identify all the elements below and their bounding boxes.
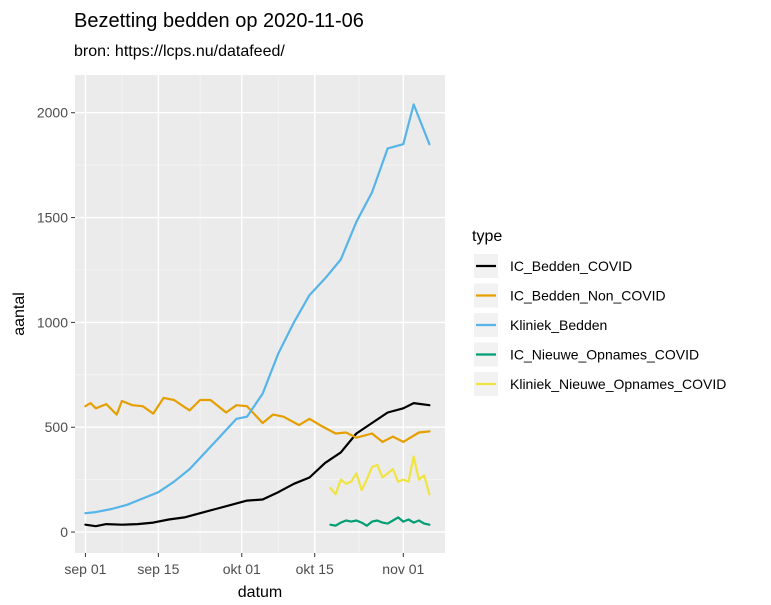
plot-panel bbox=[75, 75, 445, 553]
grid-minor bbox=[75, 75, 445, 553]
y-tick-label: 500 bbox=[45, 419, 69, 435]
legend-label: IC_Bedden_Non_COVID bbox=[510, 288, 666, 304]
y-tick-label: 2000 bbox=[37, 105, 68, 121]
series-line bbox=[84, 103, 431, 515]
x-tick-label: okt 15 bbox=[296, 561, 334, 577]
legend-label: IC_Bedden_COVID bbox=[510, 258, 632, 274]
legend-label: Kliniek_Bedden bbox=[510, 317, 607, 333]
y-tick-label: 1500 bbox=[37, 210, 68, 226]
y-tick-label: 1000 bbox=[37, 314, 68, 330]
legend-label: IC_Nieuwe_Opnames_COVID bbox=[510, 347, 699, 363]
x-tick-label: sep 15 bbox=[137, 561, 179, 577]
y-axis-title: aantal bbox=[11, 292, 28, 336]
series-line bbox=[84, 396, 431, 443]
y-tick-label: 0 bbox=[60, 524, 68, 540]
series-line bbox=[84, 402, 431, 528]
chart-subtitle: bron: https://lcps.nu/datafeed/ bbox=[74, 43, 285, 60]
x-tick-label: sep 01 bbox=[64, 561, 106, 577]
series-lines bbox=[84, 103, 431, 528]
legend-items: IC_Bedden_COVID IC_Bedden_Non_COVID Klinie… bbox=[474, 254, 726, 396]
x-tick-label: nov 01 bbox=[382, 561, 424, 577]
grid-major bbox=[75, 75, 445, 553]
legend-label: Kliniek_Nieuwe_Opnames_COVID bbox=[510, 376, 726, 392]
x-tick-label: okt 01 bbox=[223, 561, 261, 577]
chart-title: Bezetting bedden op 2020-11-06 bbox=[74, 10, 364, 32]
x-axis-title: datum bbox=[238, 584, 282, 601]
series-line bbox=[329, 455, 431, 496]
series-line bbox=[329, 516, 431, 527]
x-axis: sep 01 sep 15 okt 01 okt 15 nov 01 bbox=[64, 553, 425, 577]
y-axis: 0 500 1000 1500 2000 bbox=[37, 105, 75, 540]
legend-title: type bbox=[472, 228, 502, 245]
legend: type IC_Bedden_COVID IC_Bedden_Non_COVID K… bbox=[472, 228, 726, 396]
